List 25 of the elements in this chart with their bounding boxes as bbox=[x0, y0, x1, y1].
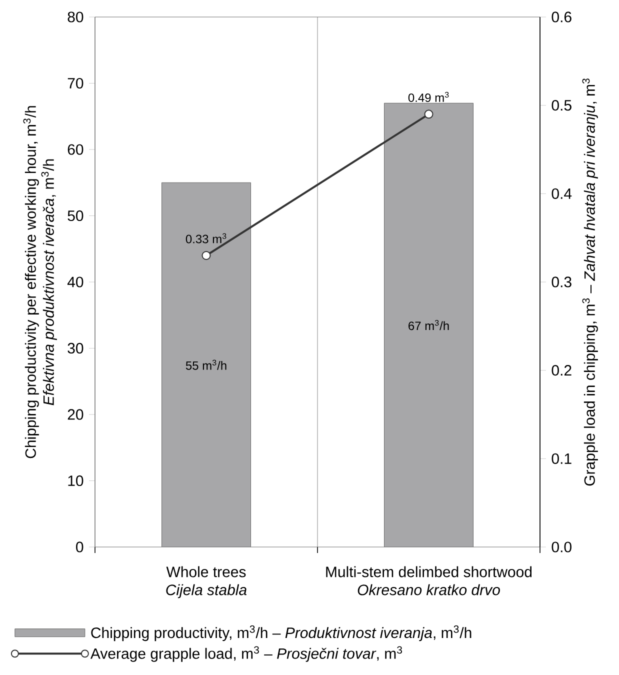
y-tick-label: 60 bbox=[68, 144, 84, 155]
legend-label: Chipping productivity, m$^{3}$/h – Produktivnost iveranja, m$^{3}$/h bbox=[91, 625, 472, 642]
y2-axis-title: Grapple load in chipping, m$^{3}$ – Zahvat hvatala pri iveranju, m$^{3}$ bbox=[582, 78, 598, 486]
y-tick-label: 40 bbox=[67, 276, 84, 288]
y-tick-label: 80 bbox=[68, 12, 84, 22]
y-tick-label: 30 bbox=[68, 342, 84, 354]
y2-tick-label: 0.5 bbox=[552, 100, 572, 111]
legend-label: Average grapple load, m$^{3}$ – Prosječni tovar, m$^{3}$ bbox=[90, 646, 402, 662]
y2-tick-label: 0.1 bbox=[552, 453, 572, 464]
y-tick-label: 0 bbox=[76, 542, 84, 552]
y2-tick-label: 0.4 bbox=[552, 188, 572, 199]
y2-tick-label: 0.0 bbox=[552, 542, 572, 552]
y-tick-label: 70 bbox=[68, 78, 84, 89]
y-tick-label: 20 bbox=[68, 409, 84, 420]
y-tick-label: 50 bbox=[68, 210, 84, 222]
y-tick-label: 10 bbox=[68, 475, 84, 486]
data-label: 55 m$^{3}$/h bbox=[186, 360, 226, 370]
y2-tick-label: 0.2 bbox=[552, 365, 572, 376]
x-tick-label: Whole trees Cijela stabla bbox=[166, 566, 247, 598]
data-label: 0.49 m$^{3}$ bbox=[408, 92, 449, 102]
x-tick-label: Multi-stem delimbed shortwood Okresano kratko drvo bbox=[326, 566, 532, 596]
data-label: 0.33 m$^{3}$ bbox=[186, 233, 226, 244]
data-label: 67 m$^{3}$/h bbox=[408, 320, 449, 330]
y2-tick-label: 0.3 bbox=[552, 276, 572, 288]
y2-tick-label: 0.6 bbox=[552, 12, 572, 22]
